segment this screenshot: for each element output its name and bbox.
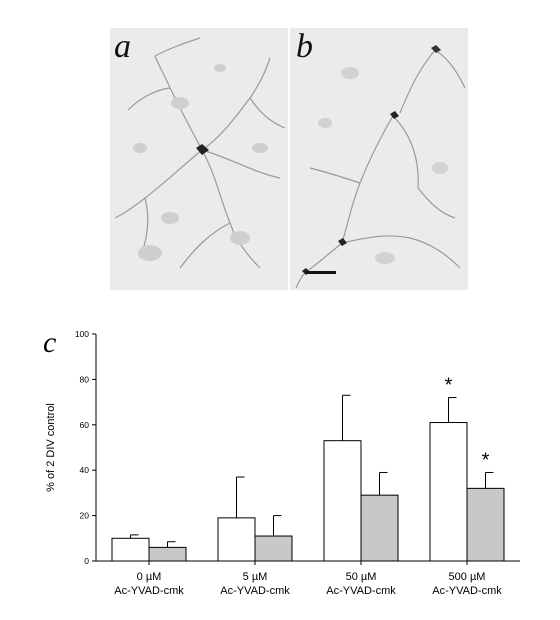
y-tick-label: 80	[80, 374, 90, 384]
bar	[148, 546, 187, 562]
micrograph-panel-b	[290, 28, 468, 290]
bar	[360, 494, 399, 562]
y-tick-label: 20	[80, 511, 90, 521]
bar	[466, 487, 505, 562]
y-axis-label: % of 2 DIV control	[45, 403, 57, 492]
bar	[111, 537, 150, 562]
bar	[323, 440, 362, 562]
micrograph-a-image	[114, 37, 286, 269]
bar	[429, 422, 468, 562]
y-tick-label: 40	[80, 465, 90, 475]
y-tick-label: 60	[80, 420, 90, 430]
category-label: Ac-YVAD-cmk	[432, 585, 502, 597]
panel-label-c: c	[43, 326, 56, 359]
category-label: 5 µM	[243, 571, 268, 583]
chart-bars	[111, 394, 505, 562]
scale-bar	[306, 271, 336, 274]
panel-label-b: b	[296, 28, 313, 65]
category-label: Ac-YVAD-cmk	[326, 585, 396, 597]
bar	[217, 517, 256, 562]
category-label: 0 µM	[137, 571, 162, 583]
category-label: 50 µM	[346, 571, 377, 583]
chart-labels: 0 20 40 60 80 100 % of 2 DIV control 0 µM Ac-YVA…	[45, 329, 502, 597]
panel-label-a: a	[114, 28, 131, 65]
bar-chart: c 0 20 40 60 80 100 % of 2 DIV control 0 µM Ac-Y…	[43, 326, 520, 597]
significance-marker: *	[482, 449, 490, 471]
bar	[254, 535, 293, 562]
micrograph-panel-a	[110, 28, 288, 290]
y-tick-label: 100	[75, 329, 89, 339]
micrograph-b-image	[295, 45, 466, 289]
category-label: Ac-YVAD-cmk	[220, 585, 290, 597]
y-tick-label: 0	[84, 556, 89, 566]
category-label: Ac-YVAD-cmk	[114, 585, 184, 597]
category-label: 500 µM	[449, 571, 486, 583]
significance-marker: *	[445, 375, 453, 397]
